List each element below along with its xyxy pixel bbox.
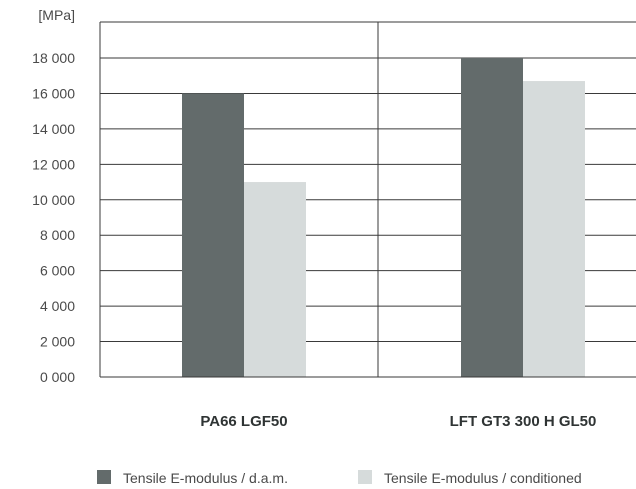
y-tick-label: 8 000	[40, 227, 75, 243]
y-tick-label: 2 000	[40, 334, 75, 350]
y-tick-label: 6 000	[40, 263, 75, 279]
chart-axes	[99, 22, 636, 378]
chart-legend: Tensile E-modulus / d.a.m. Tensile E-modu…	[97, 470, 582, 486]
y-tick-label: 10 000	[32, 192, 75, 208]
y-tick-label: 16 000	[32, 85, 75, 101]
category-label: LFT GT3 300 H GL50	[450, 413, 597, 430]
y-tick-label: 0 000	[40, 369, 75, 385]
legend-swatch-2	[358, 470, 372, 484]
bar-dam-1	[182, 93, 244, 377]
y-tick-label: 14 000	[32, 121, 75, 137]
legend-label-1: Tensile E-modulus / d.a.m.	[123, 470, 288, 486]
y-tick-label: 4 000	[40, 298, 75, 314]
bar-conditioned-1	[244, 182, 306, 377]
category-label: PA66 LGF50	[200, 413, 287, 430]
y-axis-unit-label: [MPa]	[38, 7, 75, 23]
legend-swatch-1	[97, 470, 111, 484]
legend-label-2: Tensile E-modulus / conditioned	[384, 470, 582, 486]
y-tick-label: 12 000	[32, 156, 75, 172]
chart-labels: 0 000 2 000 4 000 6 000 8 000 10 000 12 000 14 …	[32, 7, 596, 430]
chart-bars	[182, 58, 585, 378]
bar-dam-2	[461, 58, 523, 377]
y-tick-label: 18 000	[32, 50, 75, 66]
bar-conditioned-2	[523, 81, 585, 378]
